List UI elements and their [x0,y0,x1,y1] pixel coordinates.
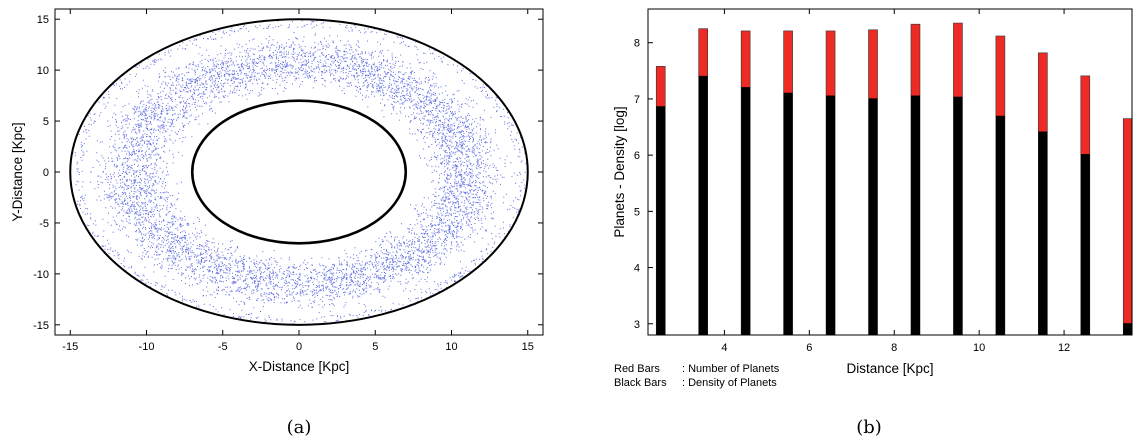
x-tick-label: 0 [296,341,302,353]
bar-density-of-planets [1080,154,1090,335]
x-tick-label: 6 [806,342,812,354]
plot-frame [647,8,1133,336]
bar-density-of-planets [953,96,963,335]
panel-caption: (a) [287,417,312,438]
y-tick-label: 8 [634,38,640,50]
x-tick-label: 12 [1058,342,1070,354]
y-tick-label: 7 [634,94,640,106]
x-tick-label: -10 [139,341,155,353]
panel-a-scatter-chart: -15 -10 -5 0 5 10 15 -15 -10 -5 0 5 10 15 X-Distance… [10,8,544,438]
bar-density-of-planets [826,95,836,335]
x-tick-label: 10 [445,341,457,353]
note-black-key: Black Bars [614,377,667,389]
bar-density-of-planets [1038,131,1048,335]
x-tick-label: 10 [973,342,985,354]
y-axis-title: Y-Distance [Kpc] [10,122,25,221]
bar-density-of-planets [910,95,920,335]
scatter-point-cloud [72,19,529,326]
bar-density-of-planets [1123,323,1133,335]
bar-density-of-planets [995,115,1005,335]
y-tick-label: 5 [43,116,49,128]
note-red-text: : Number of Planets [682,363,780,375]
panel-b-bar-chart: 4 6 8 10 12 3 4 5 6 7 8 Distance [Kpc] Planets - … [612,8,1133,438]
y-axis-ticks: 3 4 5 6 7 8 [634,38,653,331]
outer-ring [69,18,529,326]
bar-density-of-planets [741,87,751,335]
y-tick-label: -15 [33,320,49,332]
y-tick-label: -10 [33,269,49,281]
x-axis-ticks: 4 6 8 10 12 [721,9,1070,354]
x-tick-label: 5 [372,341,378,353]
y-tick-label: 0 [43,167,49,179]
bar-density-of-planets [656,106,666,335]
x-tick-label: 15 [522,341,534,353]
y-tick-label: 5 [634,206,640,218]
x-axis-ticks: -15 -10 -5 0 5 10 15 [62,9,534,353]
x-tick-label: -5 [218,341,228,353]
bars [655,22,1133,336]
x-axis-title: Distance [Kpc] [846,361,933,376]
y-tick-label: 10 [37,65,49,77]
bar-density-of-planets [783,92,793,335]
x-tick-label: 8 [891,342,897,354]
bar-density-of-planets [698,75,708,336]
x-axis-title: X-Distance [Kpc] [249,359,350,374]
y-tick-label: 15 [37,14,49,26]
x-tick-label: -15 [62,341,78,353]
y-tick-label: 4 [634,263,640,275]
bar-density-of-planets [868,98,878,336]
y-axis-title: Planets - Density [log] [612,106,627,237]
panel-caption: (b) [856,417,882,438]
note-black-text: : Density of Planets [682,377,777,389]
y-tick-label: 3 [634,319,640,331]
y-axis-ticks: -15 -10 -5 0 5 10 15 [33,14,543,332]
y-tick-label: -5 [39,218,49,230]
y-tick-label: 6 [634,150,640,162]
note-red-key: Red Bars [614,363,660,375]
bar-number-of-planets [1122,118,1133,336]
inner-ring [190,99,408,245]
scatter-points [72,19,529,326]
x-tick-label: 4 [721,342,727,354]
